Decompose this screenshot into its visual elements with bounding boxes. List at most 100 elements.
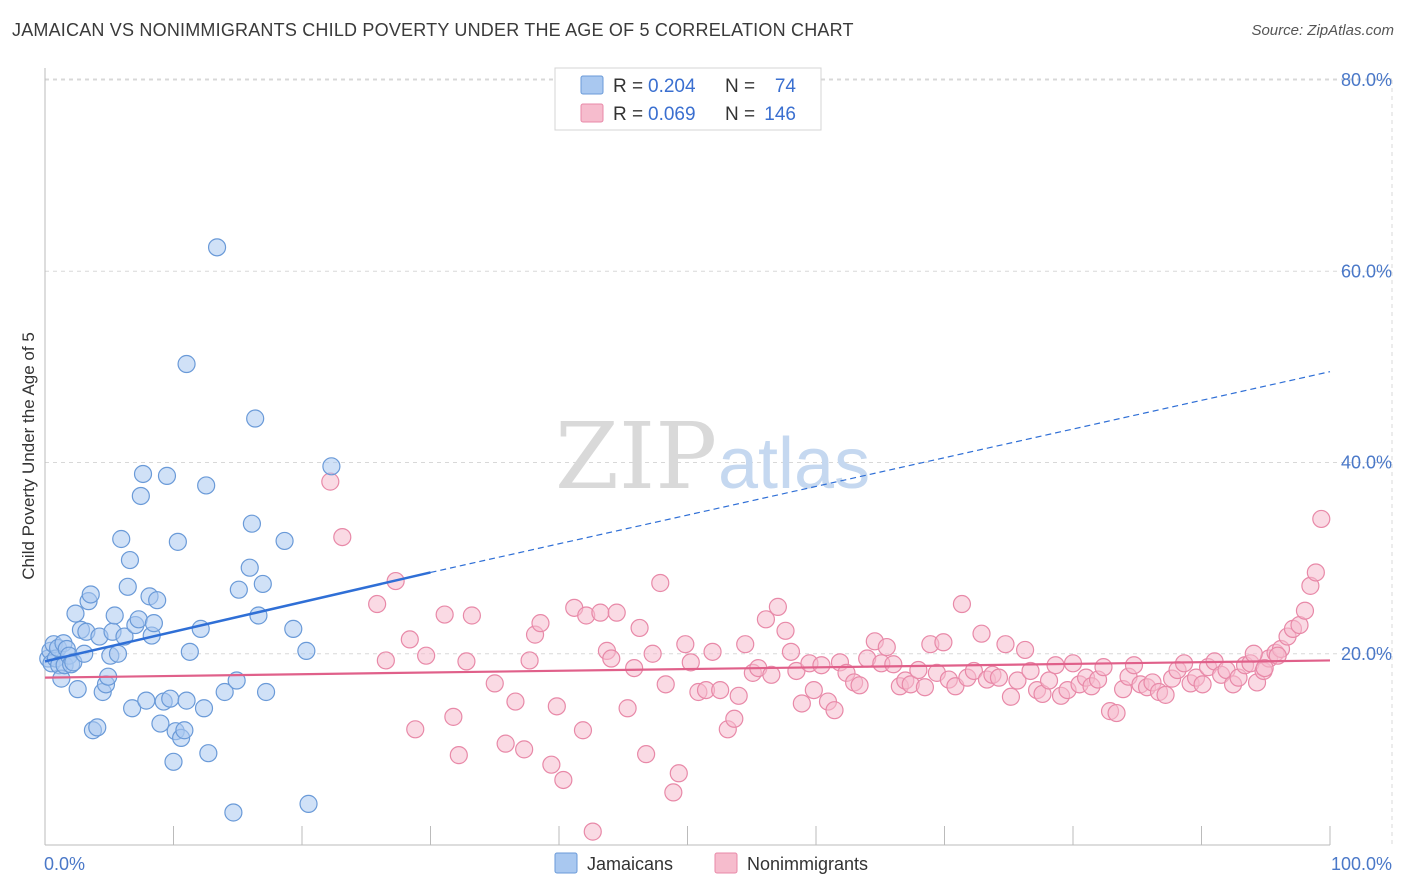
jamaicans-point-70	[253, 574, 272, 594]
legend-r-label-2: R =	[613, 104, 643, 125]
nonimmigrants-point-32	[625, 658, 644, 678]
jamaicans-points	[39, 238, 341, 822]
legend-n-value-2: 146	[764, 104, 796, 125]
jamaicans-point-38	[131, 486, 150, 506]
nonimmigrants-point-24	[573, 721, 593, 740]
watermark: ZIP atlas	[555, 403, 870, 510]
legend: R = 0.204 N = 74 R = 0.069 N = 146	[554, 67, 822, 131]
nonimmigrants-point-9	[444, 707, 463, 726]
nonimmigrants-point-83	[952, 594, 972, 614]
jamaicans-point-51	[168, 532, 187, 551]
nonimmigrants-point-47	[725, 709, 744, 728]
nonimmigrants-point-21	[547, 697, 566, 716]
nonimmigrants-point-80	[934, 633, 953, 652]
nonimmigrants-point-54	[768, 597, 787, 616]
jamaicans-point-54	[177, 691, 196, 710]
nonimmigrants-point-63	[825, 701, 844, 720]
nonimmigrants-point-97	[1039, 671, 1059, 690]
jamaicans-point-56	[177, 354, 196, 374]
nonimmigrants-point-44	[703, 642, 722, 661]
nonimmigrants-point-58	[792, 694, 811, 713]
bottom-legend-jamaicans: Jamaicans	[587, 854, 673, 874]
nonimmigrants-point-56	[781, 642, 801, 661]
nonimmigrants-point-52	[756, 610, 776, 629]
nonimmigrants-point-33	[630, 618, 649, 638]
trend-lines	[44, 371, 1331, 679]
nonimmigrants-point-3	[376, 651, 395, 670]
nonimmigrants-point-8	[435, 605, 454, 624]
jamaicans-point-43	[144, 614, 163, 633]
watermark-zip: ZIP	[555, 403, 717, 510]
nonimmigrants-point-12	[462, 606, 481, 625]
nonimmigrants-point-49	[736, 635, 755, 654]
nonimmigrants-point-106	[1094, 658, 1113, 677]
jamaicans-point-62	[215, 682, 234, 702]
y-axis-title: Child Poverty Under the Age of 5	[19, 332, 38, 580]
jamaicans-point-33	[118, 577, 137, 596]
jamaicans-point-34	[120, 550, 140, 570]
nonimmigrants-point-48	[729, 686, 748, 705]
nonimmigrants-point-139	[1295, 601, 1315, 620]
nonimmigrants-point-67	[850, 676, 869, 695]
nonimmigrants-point-94	[1021, 661, 1040, 681]
nonimmigrants-point-26	[583, 822, 602, 841]
nonimmigrants-point-5	[400, 630, 419, 649]
nonimmigrants-point-89	[989, 668, 1009, 687]
nonimmigrants-point-37	[656, 675, 675, 694]
legend-n-label-2: N =	[725, 104, 755, 125]
x-tick-label-100: 100.0%	[1331, 854, 1392, 874]
nonimmigrants-point-11	[457, 652, 476, 671]
jamaicans-point-49	[164, 752, 183, 771]
nonimmigrants-point-16	[515, 740, 534, 759]
jamaicans-point-71	[256, 682, 276, 702]
nonimmigrants-point-85	[964, 661, 984, 681]
nonimmigrants-point-10	[449, 746, 468, 765]
jamaicans-point-15	[68, 680, 87, 699]
nonimmigrants-point-29	[602, 649, 621, 668]
jamaicans-point-58	[194, 699, 214, 718]
jamaicans-point-40	[137, 691, 156, 710]
jamaicans-point-48	[161, 689, 180, 708]
jamaicans-point-30	[108, 644, 128, 663]
nonimmigrants-point-0	[321, 472, 340, 491]
legend-r-value-1: 0.204	[648, 76, 696, 97]
chart-title: JAMAICAN VS NONIMMIGRANTS CHILD POVERTY …	[12, 20, 854, 40]
nonimmigrants-point-22	[554, 770, 573, 790]
bottom-legend: Jamaicans Nonimmigrants	[554, 852, 868, 874]
y-tick-label-40: 40.0%	[1341, 453, 1392, 473]
jamaicans-point-53	[175, 721, 194, 740]
nonimmigrants-point-91	[1001, 687, 1021, 706]
nonimmigrants-point-31	[618, 699, 637, 718]
jamaicans-point-64	[227, 671, 246, 690]
jamaicans-point-72	[275, 531, 294, 551]
nonimmigrants-point-93	[1015, 640, 1035, 660]
jamaicans-point-44	[148, 591, 167, 610]
jamaicans-point-20	[81, 585, 100, 604]
jamaicans-point-47	[157, 466, 177, 485]
nonimmigrants-point-1	[333, 527, 352, 547]
nonimmigrants-point-60	[804, 680, 823, 700]
legend-swatch-jamaicans	[580, 75, 604, 95]
nonimmigrants-point-145	[1268, 646, 1287, 665]
jamaicans-point-55	[180, 642, 199, 661]
bottom-legend-swatch-jamaicans	[554, 852, 578, 874]
nonimmigrants-point-35	[643, 644, 662, 663]
nonimmigrants-point-36	[651, 573, 670, 593]
nonimmigrants-point-90	[996, 635, 1015, 654]
nonimmigrants-point-6	[406, 720, 425, 739]
nonimmigrants-point-15	[506, 692, 525, 711]
jamaicans-point-45	[151, 714, 170, 733]
jamaicans-point-32	[115, 627, 134, 646]
jamaicans-point-35	[123, 699, 142, 718]
jamaicans-point-37	[129, 610, 148, 629]
nonimmigrants-point-144	[1255, 658, 1274, 678]
jamaicans-point-65	[229, 580, 248, 599]
bottom-legend-swatch-nonimmigrants	[714, 852, 738, 874]
nonimmigrants-point-71	[877, 637, 896, 657]
jamaicans-point-14	[66, 604, 85, 623]
jamaicans-point-60	[199, 744, 218, 763]
jamaicans-point-59	[197, 476, 216, 495]
nonimmigrants-points	[321, 472, 1331, 841]
y-tick-label-60: 60.0%	[1341, 261, 1392, 281]
nonimmigrants-point-55	[776, 621, 795, 640]
